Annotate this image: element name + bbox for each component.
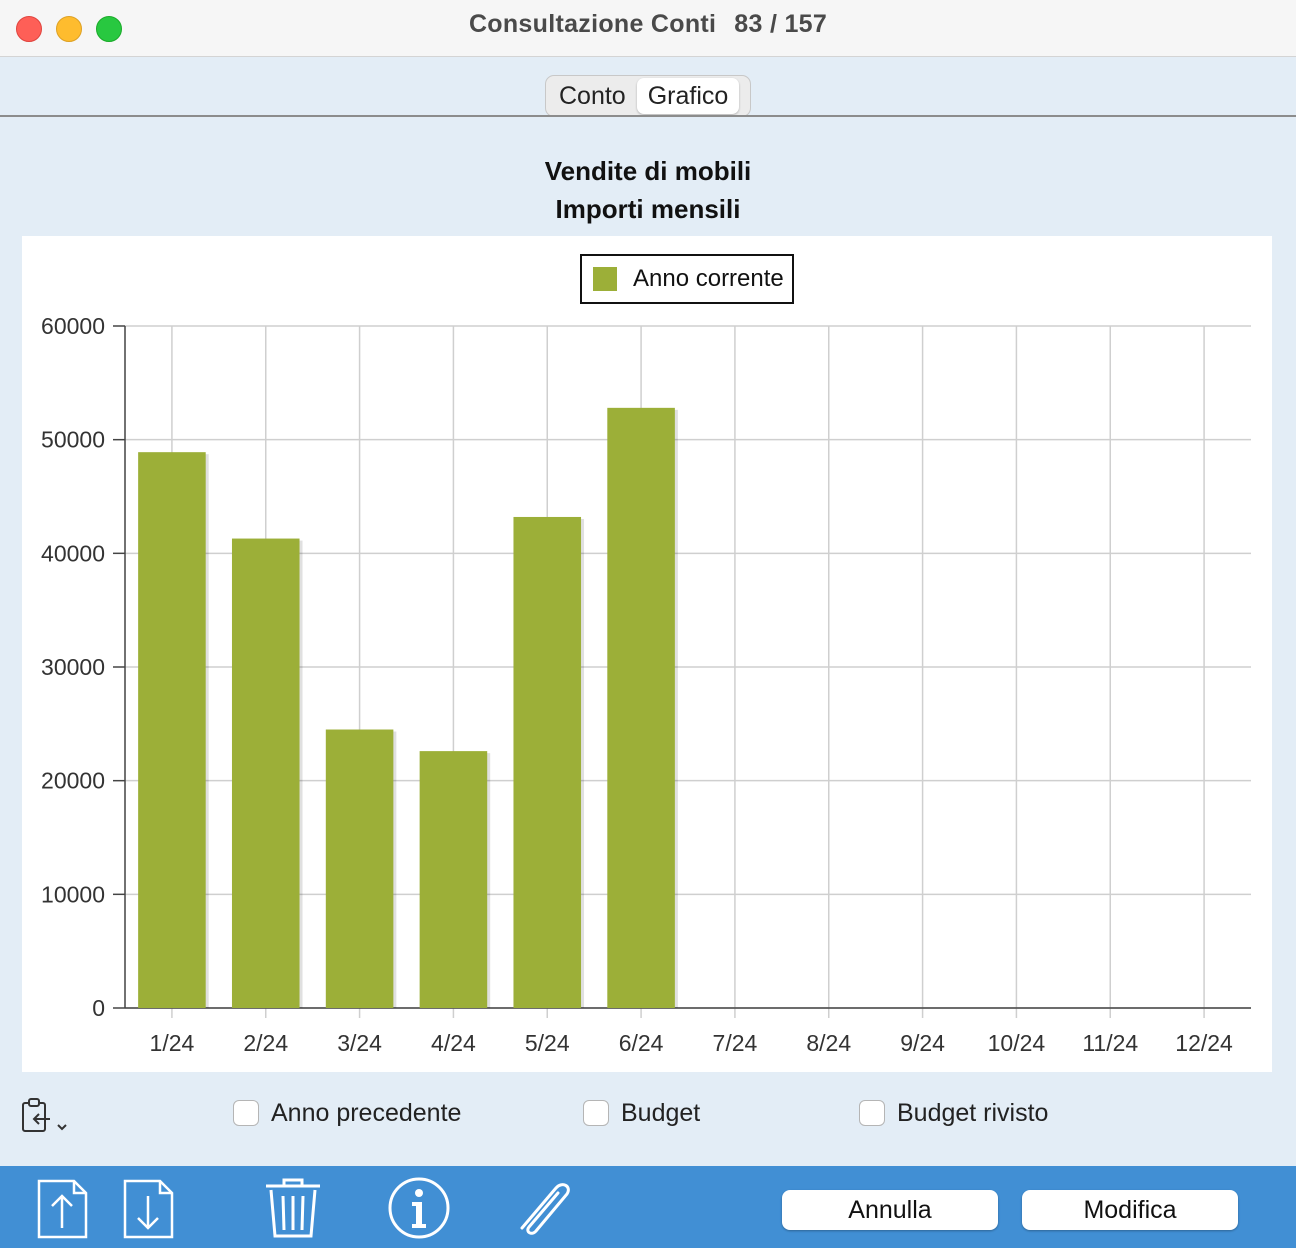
chart-panel: 0 10000 20000 30000 40000 50000 60000 1/24 2/24 3… (22, 236, 1272, 1072)
title-bar: Consultazione Conti 83 / 157 (0, 0, 1296, 57)
import-down-icon[interactable] (122, 1178, 176, 1245)
paperclip-icon[interactable] (512, 1176, 578, 1245)
view-tabs: Conto Grafico (545, 75, 751, 117)
checkbox-box[interactable] (583, 1100, 609, 1126)
x-tick-label: 5/24 (525, 1030, 570, 1056)
x-tick-label: 2/24 (243, 1030, 288, 1056)
tab-divider (0, 115, 1296, 117)
record-counter: 83 / 157 (734, 10, 828, 38)
y-tick-label: 30000 (41, 654, 105, 680)
y-tick-label: 50000 (41, 427, 105, 453)
x-tick-label: 9/24 (900, 1030, 945, 1056)
bar-chart: 0 10000 20000 30000 40000 50000 60000 1/24 2/24 3… (41, 313, 1251, 1056)
checkbox-label: Budget rivisto (897, 1098, 1049, 1127)
clipboard-arrow-icon[interactable] (20, 1097, 72, 1137)
bar (325, 729, 394, 1008)
checkbox-label: Anno precedente (271, 1098, 462, 1127)
maximize-window-button[interactable] (96, 16, 122, 42)
bar (138, 452, 206, 1008)
minimize-window-button[interactable] (56, 16, 82, 42)
x-tick-label: 6/24 (619, 1030, 664, 1056)
info-icon[interactable] (387, 1176, 451, 1245)
x-tick-label: 8/24 (806, 1030, 851, 1056)
x-tick-label: 1/24 (150, 1030, 195, 1056)
y-tick-label: 10000 (41, 881, 105, 907)
bar (419, 751, 488, 1008)
x-tick-label: 4/24 (431, 1030, 476, 1056)
bar (607, 407, 675, 1009)
chart-title: Vendite di mobili (544, 156, 752, 186)
checkbox-budget-rivisto[interactable]: Budget rivisto (859, 1097, 1048, 1129)
export-up-icon[interactable] (36, 1178, 90, 1245)
checkbox-anno-precedente[interactable]: Anno precedente (233, 1097, 461, 1129)
checkbox-box[interactable] (859, 1100, 885, 1126)
close-window-button[interactable] (16, 16, 42, 42)
window-title: Consultazione Conti 83 / 157 (0, 10, 1296, 39)
bottom-toolbar: Annulla Modifica (0, 1166, 1296, 1248)
x-tick-label: 10/24 (988, 1030, 1046, 1056)
edit-button[interactable]: Modifica (1022, 1190, 1238, 1230)
tab-conto[interactable]: Conto (559, 82, 626, 110)
bar (231, 538, 300, 1008)
window-title-text: Consultazione Conti (468, 10, 717, 38)
y-tick-label: 40000 (41, 540, 105, 566)
x-tick-label: 3/24 (337, 1030, 382, 1056)
checkbox-label: Budget (621, 1098, 701, 1127)
checkbox-box[interactable] (233, 1100, 259, 1126)
chart-subtitle: Importi mensili (555, 194, 741, 224)
y-tick-label: 0 (92, 995, 105, 1021)
legend-label: Anno corrente (633, 265, 784, 292)
x-tick-label: 11/24 (1082, 1030, 1138, 1056)
cancel-button[interactable]: Annulla (782, 1190, 998, 1230)
x-tick-label: 7/24 (713, 1030, 758, 1056)
trash-icon[interactable] (262, 1176, 324, 1245)
checkbox-budget[interactable]: Budget (583, 1097, 700, 1129)
y-tick-label: 20000 (41, 768, 105, 794)
chart-legend: Anno corrente (580, 254, 794, 304)
y-tick-label: 60000 (41, 313, 105, 339)
bar (513, 516, 582, 1008)
legend-swatch (593, 267, 617, 291)
tab-grafico[interactable]: Grafico (636, 78, 740, 114)
x-tick-label: 12/24 (1175, 1030, 1233, 1056)
